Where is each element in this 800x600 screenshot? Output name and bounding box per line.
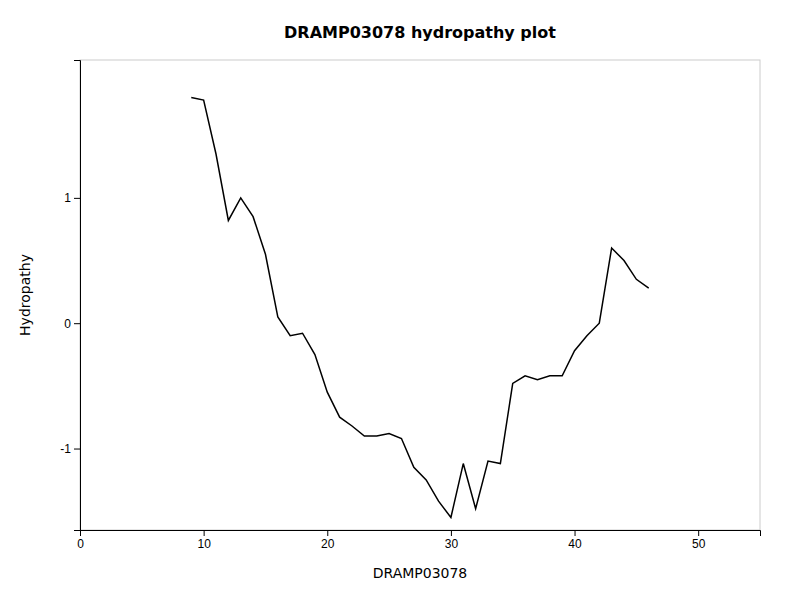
x-tick-label: 30 bbox=[445, 537, 459, 551]
x-tick: 20 bbox=[321, 530, 335, 551]
title: DRAMP03078 hydropathy plot bbox=[284, 23, 556, 42]
x-tick: 10 bbox=[197, 530, 211, 551]
marks bbox=[191, 98, 648, 518]
x-tick-label: 40 bbox=[568, 537, 582, 551]
y-tick-mark bbox=[74, 323, 80, 324]
x-tick-label: 50 bbox=[692, 537, 706, 551]
plot-frame bbox=[80, 60, 760, 530]
line bbox=[191, 98, 648, 518]
x-tick-mark bbox=[327, 530, 328, 536]
x-axis-line bbox=[81, 531, 761, 537]
x-tick: 50 bbox=[692, 530, 706, 551]
x-axis-title: DRAMP03078 bbox=[373, 565, 468, 581]
x-tick: 0 bbox=[77, 530, 84, 551]
x-tick-label: 10 bbox=[197, 537, 211, 551]
y-tick-label: 0 bbox=[64, 317, 71, 331]
x-axis: 0 10 20 30 40 50 bbox=[77, 530, 760, 551]
chart: 0 10 20 30 40 50 -1 0 1 DRAMP03078 hydropathy plo… bbox=[0, 0, 800, 600]
x-tick-label: 20 bbox=[321, 537, 335, 551]
y-tick-label: 1 bbox=[64, 191, 71, 205]
y-axis-title: Hydropathy bbox=[17, 254, 33, 336]
x-tick: 30 bbox=[445, 530, 459, 551]
y-axis: -1 0 1 bbox=[60, 61, 80, 531]
y-tick: 1 bbox=[64, 191, 80, 205]
x-tick: 40 bbox=[568, 530, 582, 551]
y-tick-mark bbox=[74, 449, 80, 450]
y-tick-mark bbox=[74, 198, 80, 199]
y-axis-line bbox=[74, 61, 81, 531]
x-tick-label: 0 bbox=[77, 537, 84, 551]
x-tick-mark bbox=[698, 530, 699, 536]
y-tick-label: -1 bbox=[60, 442, 71, 456]
x-tick-mark bbox=[575, 530, 576, 536]
plot-area: 0 10 20 30 40 50 -1 0 1 bbox=[60, 60, 760, 551]
y-tick: -1 bbox=[60, 442, 80, 456]
x-tick-mark bbox=[204, 530, 205, 536]
x-tick-mark bbox=[451, 530, 452, 536]
y-tick: 0 bbox=[64, 317, 80, 331]
